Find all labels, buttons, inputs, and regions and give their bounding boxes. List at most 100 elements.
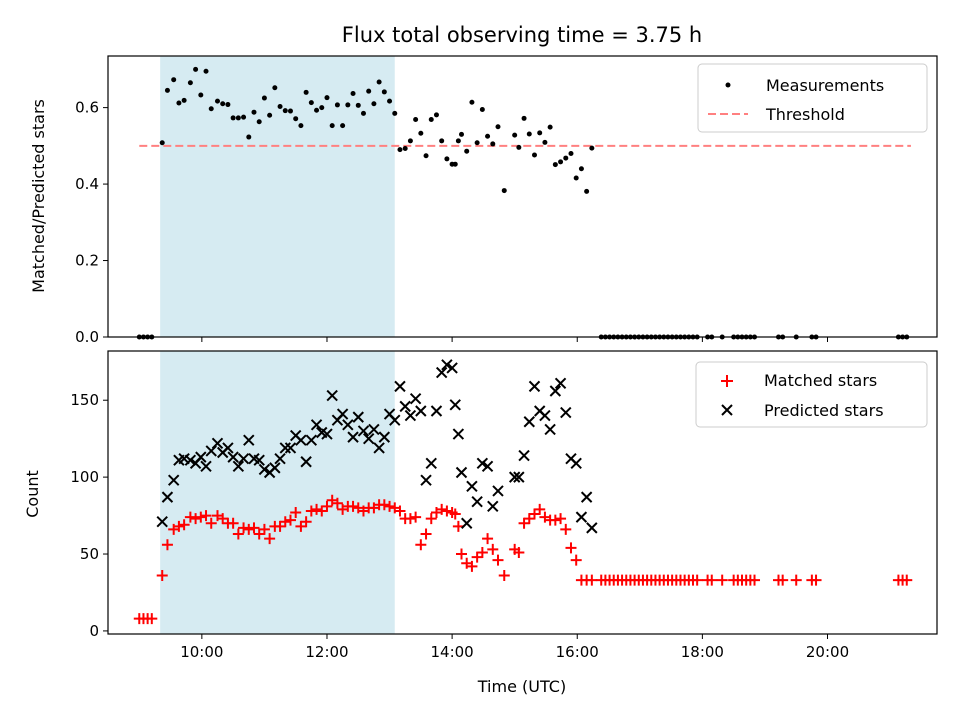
y-tick-label: 50: [80, 545, 99, 563]
predicted-point: [195, 451, 207, 463]
predicted-point: [435, 366, 448, 379]
measurement-point: [578, 166, 584, 172]
predicted-point: [580, 491, 593, 503]
matched-point: [279, 516, 291, 528]
measurement-point: [413, 116, 419, 122]
matched-point: [227, 517, 239, 529]
count-y-ticks: 0 50 100 150: [70, 391, 108, 640]
matched-point: [570, 554, 582, 566]
measurement-point: [452, 161, 458, 167]
legend-predicted-label: Predicted stars: [764, 401, 884, 420]
matched-point: [498, 570, 510, 582]
x-tick-label: 12:00: [305, 643, 348, 661]
matched-point: [420, 528, 432, 540]
predicted-point: [449, 399, 461, 411]
y-tick-label: 0.6: [75, 99, 99, 117]
matched-point: [513, 546, 525, 558]
x-tick-label: 16:00: [556, 643, 599, 661]
measurement-point: [526, 131, 532, 137]
predicted-point: [258, 463, 271, 476]
measurement-point: [193, 66, 199, 72]
matched-point: [790, 574, 802, 586]
predicted-point: [452, 428, 465, 440]
matched-point: [311, 503, 323, 515]
predicted-point: [274, 452, 286, 465]
legend-predicted-marker: [721, 404, 733, 416]
measurement-point: [324, 95, 330, 101]
predicted-point: [211, 437, 224, 449]
y-tick-label: 150: [70, 391, 99, 409]
measurement-point: [220, 101, 226, 107]
predicted-point: [461, 517, 473, 529]
matched-point: [455, 548, 467, 560]
matched-point: [487, 543, 499, 555]
measurement-point: [433, 112, 439, 118]
count-plot-frame: [107, 350, 938, 635]
measurement-point: [501, 188, 507, 194]
predicted-point: [446, 362, 458, 374]
predicted-point: [487, 500, 499, 513]
predicted-point: [232, 460, 245, 473]
ratio-panel: 0.0 0.2 0.4 0.6 Matched/Predicted stars Mea…: [29, 55, 938, 346]
matched-point: [384, 500, 396, 512]
matched-point: [190, 513, 202, 525]
predicted-point: [237, 452, 250, 465]
count-x-ticks: 10:00 12:00 14:00 16:00 18:00 20:00: [180, 634, 849, 661]
measurement-point: [225, 102, 231, 108]
predicted-point: [544, 423, 556, 436]
measurement-point: [303, 89, 309, 95]
predicted-point: [326, 389, 338, 402]
predicted-point: [466, 480, 478, 493]
predicted-point: [161, 491, 174, 503]
measurement-point: [360, 110, 366, 116]
measurement-point: [423, 153, 429, 159]
predicted-point: [253, 454, 265, 466]
ratio-shaded-span: [160, 56, 395, 337]
matched-point: [706, 574, 718, 586]
matched-point: [394, 505, 406, 517]
matched-point: [321, 500, 333, 512]
matched-point: [200, 510, 212, 522]
matched-point: [436, 503, 448, 515]
predicted-point: [336, 408, 349, 420]
measurement-point: [469, 99, 475, 105]
count-legend-box: [695, 361, 928, 428]
predicted-point: [378, 431, 391, 443]
matched-point: [404, 513, 416, 525]
predicted-point: [539, 409, 551, 422]
predicted-point: [342, 419, 354, 431]
predicted-point: [399, 400, 411, 413]
matched-point: [466, 560, 478, 572]
measurement-point: [558, 159, 564, 165]
x-tick-label: 20:00: [806, 643, 849, 661]
matched-point: [243, 523, 255, 535]
measurement-point: [334, 102, 340, 108]
predicted-point: [420, 474, 432, 486]
matched-point: [716, 574, 728, 586]
measurement-point: [387, 98, 393, 104]
count-legend: Matched stars Predicted stars: [695, 361, 928, 428]
predicted-point: [455, 466, 468, 479]
measurement-point: [407, 138, 413, 144]
ratio-x-ticks: [201, 337, 829, 342]
predicted-point: [184, 454, 197, 466]
y-tick-label: 0: [89, 622, 99, 640]
measurement-point: [531, 152, 537, 158]
ratio-plot-frame: [107, 55, 938, 338]
measurement-point: [474, 140, 480, 146]
matched-point: [415, 539, 427, 551]
measurement-point: [495, 124, 501, 130]
measurement-point: [256, 119, 262, 125]
matched-point: [492, 554, 504, 566]
matched-point: [476, 546, 488, 558]
measurement-point: [479, 107, 485, 113]
predicted-point: [362, 432, 375, 445]
measurement-point: [439, 138, 445, 144]
measurement-point: [366, 88, 372, 94]
legend-matched-marker: [721, 375, 733, 387]
measurement-point: [293, 116, 299, 122]
measurement-point: [392, 110, 398, 116]
predicted-point: [471, 496, 483, 508]
measurement-point: [458, 131, 464, 137]
measurement-point: [159, 140, 165, 146]
